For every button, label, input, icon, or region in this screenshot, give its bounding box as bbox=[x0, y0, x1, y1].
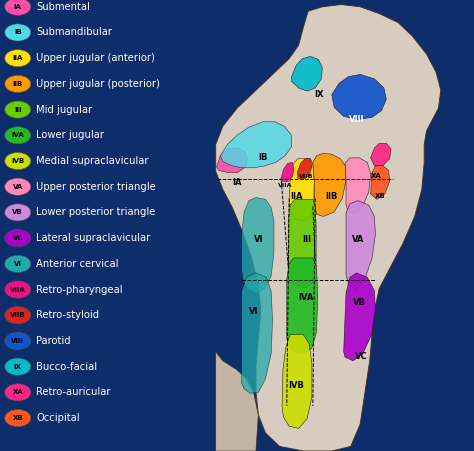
Text: Parotid: Parotid bbox=[36, 336, 71, 346]
Ellipse shape bbox=[5, 281, 31, 298]
Text: XB: XB bbox=[375, 193, 385, 199]
Text: IVA: IVA bbox=[11, 132, 24, 138]
Text: IIA: IIA bbox=[13, 55, 23, 61]
Polygon shape bbox=[371, 143, 391, 166]
Text: IVB: IVB bbox=[11, 158, 24, 164]
Text: Retro-styloid: Retro-styloid bbox=[36, 310, 100, 320]
Text: III: III bbox=[14, 106, 21, 113]
Text: Upper jugular (anterior): Upper jugular (anterior) bbox=[36, 53, 155, 63]
Ellipse shape bbox=[5, 127, 31, 144]
Text: VIII: VIII bbox=[349, 115, 365, 124]
Text: IIB: IIB bbox=[326, 192, 338, 201]
Ellipse shape bbox=[5, 230, 31, 247]
Polygon shape bbox=[313, 153, 346, 216]
Text: VIIA: VIIA bbox=[10, 286, 26, 293]
Text: IA: IA bbox=[232, 178, 242, 187]
Text: VB: VB bbox=[12, 209, 23, 216]
Text: Retro-auricular: Retro-auricular bbox=[36, 387, 111, 397]
Ellipse shape bbox=[5, 0, 31, 15]
Polygon shape bbox=[345, 158, 371, 213]
Ellipse shape bbox=[5, 255, 31, 272]
Text: Anterior cervical: Anterior cervical bbox=[36, 259, 119, 269]
Text: Medial supraclavicular: Medial supraclavicular bbox=[36, 156, 149, 166]
Text: VB: VB bbox=[353, 298, 366, 307]
Ellipse shape bbox=[5, 152, 31, 170]
Text: IIB: IIB bbox=[13, 81, 23, 87]
Text: VI: VI bbox=[249, 307, 259, 316]
Text: VIIB: VIIB bbox=[10, 312, 26, 318]
Text: VC: VC bbox=[356, 352, 368, 361]
Text: Lower jugular: Lower jugular bbox=[36, 130, 104, 140]
Polygon shape bbox=[292, 56, 322, 91]
Polygon shape bbox=[287, 258, 318, 354]
Text: Lower posterior triangle: Lower posterior triangle bbox=[36, 207, 156, 217]
Polygon shape bbox=[281, 162, 294, 182]
Polygon shape bbox=[288, 199, 316, 288]
Polygon shape bbox=[344, 273, 375, 361]
Text: Submandibular: Submandibular bbox=[36, 28, 112, 37]
Text: Submental: Submental bbox=[36, 2, 91, 12]
Text: VC: VC bbox=[12, 235, 23, 241]
Text: Upper jugular (posterior): Upper jugular (posterior) bbox=[36, 79, 160, 89]
Text: IB: IB bbox=[258, 153, 268, 162]
Text: VIIB: VIIB bbox=[299, 174, 313, 179]
Ellipse shape bbox=[5, 384, 31, 401]
Text: IVA: IVA bbox=[298, 293, 313, 302]
Text: VA: VA bbox=[13, 184, 23, 190]
Polygon shape bbox=[242, 198, 274, 293]
Text: Bucco-facial: Bucco-facial bbox=[36, 362, 98, 372]
Text: IB: IB bbox=[14, 29, 22, 36]
Ellipse shape bbox=[5, 410, 31, 427]
Polygon shape bbox=[297, 159, 312, 179]
Polygon shape bbox=[332, 74, 386, 120]
Text: IIA: IIA bbox=[290, 192, 302, 201]
Polygon shape bbox=[217, 148, 247, 173]
Ellipse shape bbox=[5, 75, 31, 92]
Text: VIII: VIII bbox=[11, 338, 24, 344]
Text: VIIA: VIIA bbox=[278, 183, 292, 189]
Ellipse shape bbox=[5, 101, 31, 118]
Polygon shape bbox=[346, 201, 375, 289]
Text: VI: VI bbox=[254, 235, 264, 244]
Text: XB: XB bbox=[12, 415, 23, 421]
Polygon shape bbox=[371, 166, 390, 199]
Text: IVB: IVB bbox=[288, 381, 304, 390]
Ellipse shape bbox=[5, 307, 31, 324]
Text: Retro-pharyngeal: Retro-pharyngeal bbox=[36, 285, 123, 295]
Ellipse shape bbox=[5, 50, 31, 67]
Polygon shape bbox=[289, 159, 314, 221]
Polygon shape bbox=[220, 122, 292, 168]
Text: VA: VA bbox=[352, 235, 364, 244]
Text: Lateral supraclavicular: Lateral supraclavicular bbox=[36, 233, 151, 243]
Polygon shape bbox=[242, 273, 273, 393]
Text: Mid jugular: Mid jugular bbox=[36, 105, 92, 115]
Text: IX: IX bbox=[314, 90, 323, 99]
Text: III: III bbox=[303, 235, 311, 244]
Text: IA: IA bbox=[14, 4, 22, 10]
Polygon shape bbox=[282, 335, 312, 428]
Text: Upper posterior triangle: Upper posterior triangle bbox=[36, 182, 156, 192]
Ellipse shape bbox=[5, 332, 31, 350]
Text: VI: VI bbox=[14, 261, 22, 267]
Text: Occipital: Occipital bbox=[36, 413, 80, 423]
Ellipse shape bbox=[5, 204, 31, 221]
Text: XA: XA bbox=[371, 173, 381, 179]
Ellipse shape bbox=[5, 358, 31, 375]
Polygon shape bbox=[216, 352, 258, 451]
Text: IX: IX bbox=[14, 364, 22, 370]
Ellipse shape bbox=[5, 178, 31, 195]
Ellipse shape bbox=[5, 24, 31, 41]
Polygon shape bbox=[216, 5, 441, 451]
Text: XA: XA bbox=[12, 389, 23, 396]
